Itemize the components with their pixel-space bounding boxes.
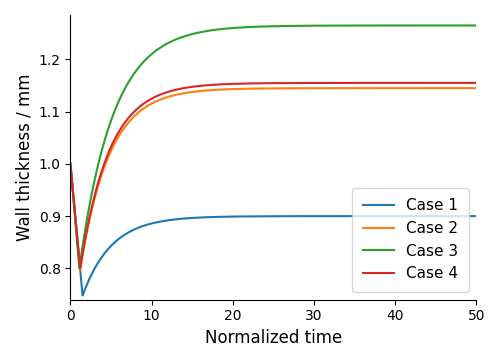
Line: Case 4: Case 4 — [70, 83, 476, 268]
Case 3 — [141, 59, 147, 63]
Case 4 — [401, 81, 407, 85]
Case 1 — [332, 214, 338, 218]
Case 3 — [76, 266, 82, 270]
Case 4 — [77, 266, 83, 270]
Case 4 — [222, 82, 228, 86]
Case 1 — [311, 214, 317, 218]
Case 4 — [141, 101, 147, 105]
Line: Case 2: Case 2 — [70, 88, 476, 270]
Case 4 — [68, 162, 73, 166]
Case 1 — [68, 162, 73, 166]
Case 2 — [77, 268, 83, 272]
Case 2 — [401, 86, 407, 90]
Case 2 — [141, 106, 147, 110]
Line: Case 1: Case 1 — [70, 164, 476, 295]
Case 1 — [141, 223, 147, 228]
Case 3 — [311, 24, 317, 28]
Case 2 — [370, 86, 376, 90]
Case 1 — [401, 214, 407, 218]
Case 2 — [474, 86, 480, 90]
Case 1 — [222, 215, 228, 219]
Case 1 — [80, 293, 86, 298]
Case 3 — [332, 24, 338, 28]
Case 4 — [332, 81, 338, 85]
Case 4 — [370, 81, 376, 85]
Case 3 — [68, 162, 73, 166]
Case 2 — [222, 87, 228, 92]
Case 1 — [474, 214, 480, 218]
Line: Case 3: Case 3 — [70, 25, 476, 268]
X-axis label: Normalized time: Normalized time — [204, 329, 342, 347]
Case 4 — [311, 81, 317, 85]
Case 2 — [68, 162, 73, 166]
Case 1 — [370, 214, 376, 218]
Case 3 — [370, 23, 376, 28]
Case 3 — [474, 23, 480, 28]
Case 2 — [311, 86, 317, 90]
Case 2 — [332, 86, 338, 90]
Y-axis label: Wall thickness / mm: Wall thickness / mm — [15, 73, 33, 241]
Case 4 — [474, 81, 480, 85]
Legend: Case 1, Case 2, Case 3, Case 4: Case 1, Case 2, Case 3, Case 4 — [352, 188, 469, 292]
Case 3 — [401, 23, 407, 28]
Case 3 — [222, 26, 228, 31]
